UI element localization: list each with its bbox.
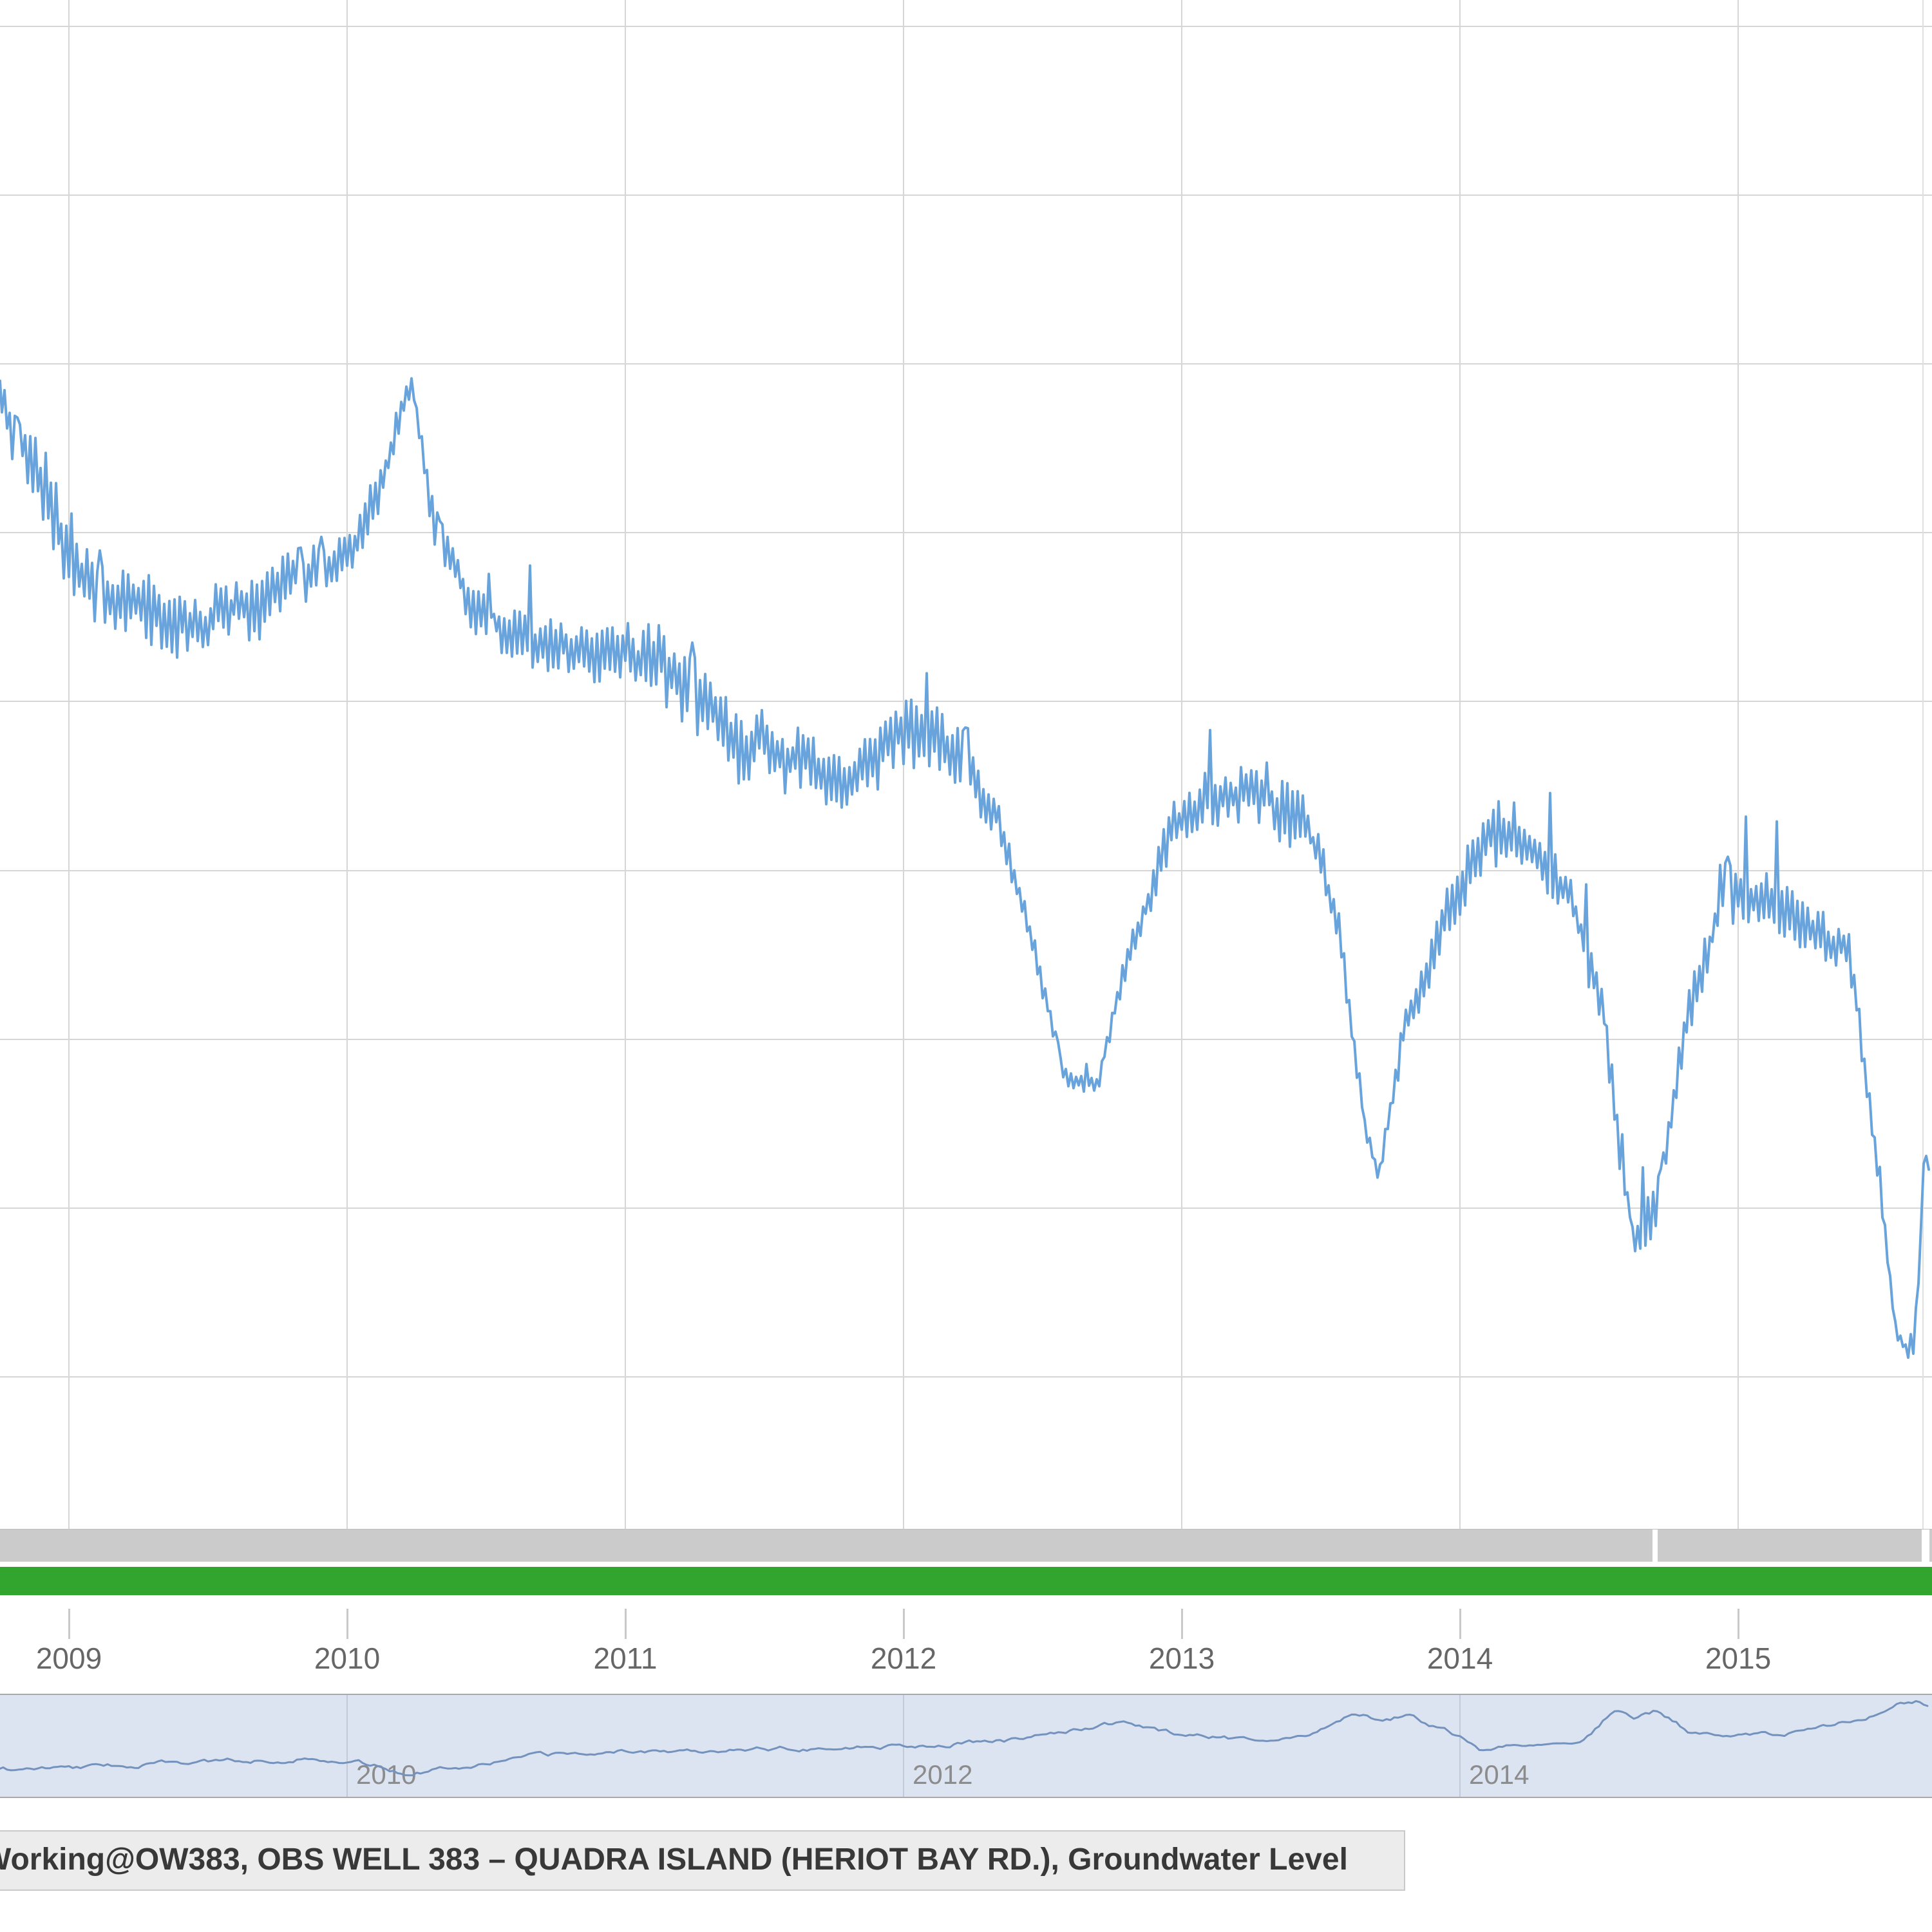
legend-label: Working@OW383, OBS WELL 383 – QUADRA ISL… xyxy=(0,1842,1348,1877)
v-gridline xyxy=(346,0,348,1529)
h-gridline xyxy=(0,26,1932,27)
navigator-plot xyxy=(0,1700,1929,1777)
h-gridline xyxy=(0,363,1932,365)
main-series-plot xyxy=(0,377,1930,1359)
plot-area[interactable] xyxy=(0,0,1932,1529)
x-axis-tick xyxy=(903,1609,905,1639)
x-axis-tick xyxy=(68,1609,70,1639)
x-axis-tick xyxy=(346,1609,348,1639)
plot-right-border xyxy=(1922,0,1924,1529)
h-gridline xyxy=(0,1208,1932,1209)
x-axis-label: 2010 xyxy=(314,1642,381,1675)
x-axis-label: 2009 xyxy=(35,1642,102,1675)
v-gridline xyxy=(1181,0,1182,1529)
legend-box[interactable] xyxy=(0,1830,1405,1891)
h-gridline xyxy=(0,1376,1932,1378)
x-axis-tick xyxy=(1181,1609,1183,1639)
scrollbar-divider xyxy=(1653,1530,1658,1562)
x-axis-tick xyxy=(1738,1609,1739,1639)
navigator-gridline xyxy=(1459,1695,1461,1797)
navigator-gridline xyxy=(346,1695,348,1797)
h-gridline xyxy=(0,1039,1932,1040)
main-series-line xyxy=(0,377,1930,1359)
navigator-year-label: 2012 xyxy=(913,1759,973,1790)
navigator[interactable]: 2010 2012 2014 xyxy=(0,1694,1932,1798)
x-axis-label: 2012 xyxy=(870,1642,937,1675)
scrollbar-right-slot xyxy=(1922,1530,1929,1562)
x-axis-label: 2011 xyxy=(593,1642,658,1675)
scrollbar-track[interactable] xyxy=(0,1529,1932,1562)
x-axis-tick xyxy=(1459,1609,1461,1639)
x-axis-label: 2014 xyxy=(1426,1642,1493,1675)
x-axis-label: 2013 xyxy=(1148,1642,1215,1675)
h-gridline xyxy=(0,532,1932,533)
h-gridline xyxy=(0,194,1932,196)
v-gridline xyxy=(68,0,70,1529)
h-gridline xyxy=(0,701,1932,702)
v-gridline xyxy=(1459,0,1461,1529)
navigator-year-label: 2014 xyxy=(1469,1759,1530,1790)
x-axis-label: 2015 xyxy=(1705,1642,1772,1675)
approval-grade-bar xyxy=(0,1567,1932,1595)
h-gridline xyxy=(0,870,1932,871)
x-axis-tick xyxy=(625,1609,627,1639)
v-gridline xyxy=(1738,0,1739,1529)
navigator-series-line xyxy=(0,1700,1929,1777)
v-gridline xyxy=(625,0,626,1529)
